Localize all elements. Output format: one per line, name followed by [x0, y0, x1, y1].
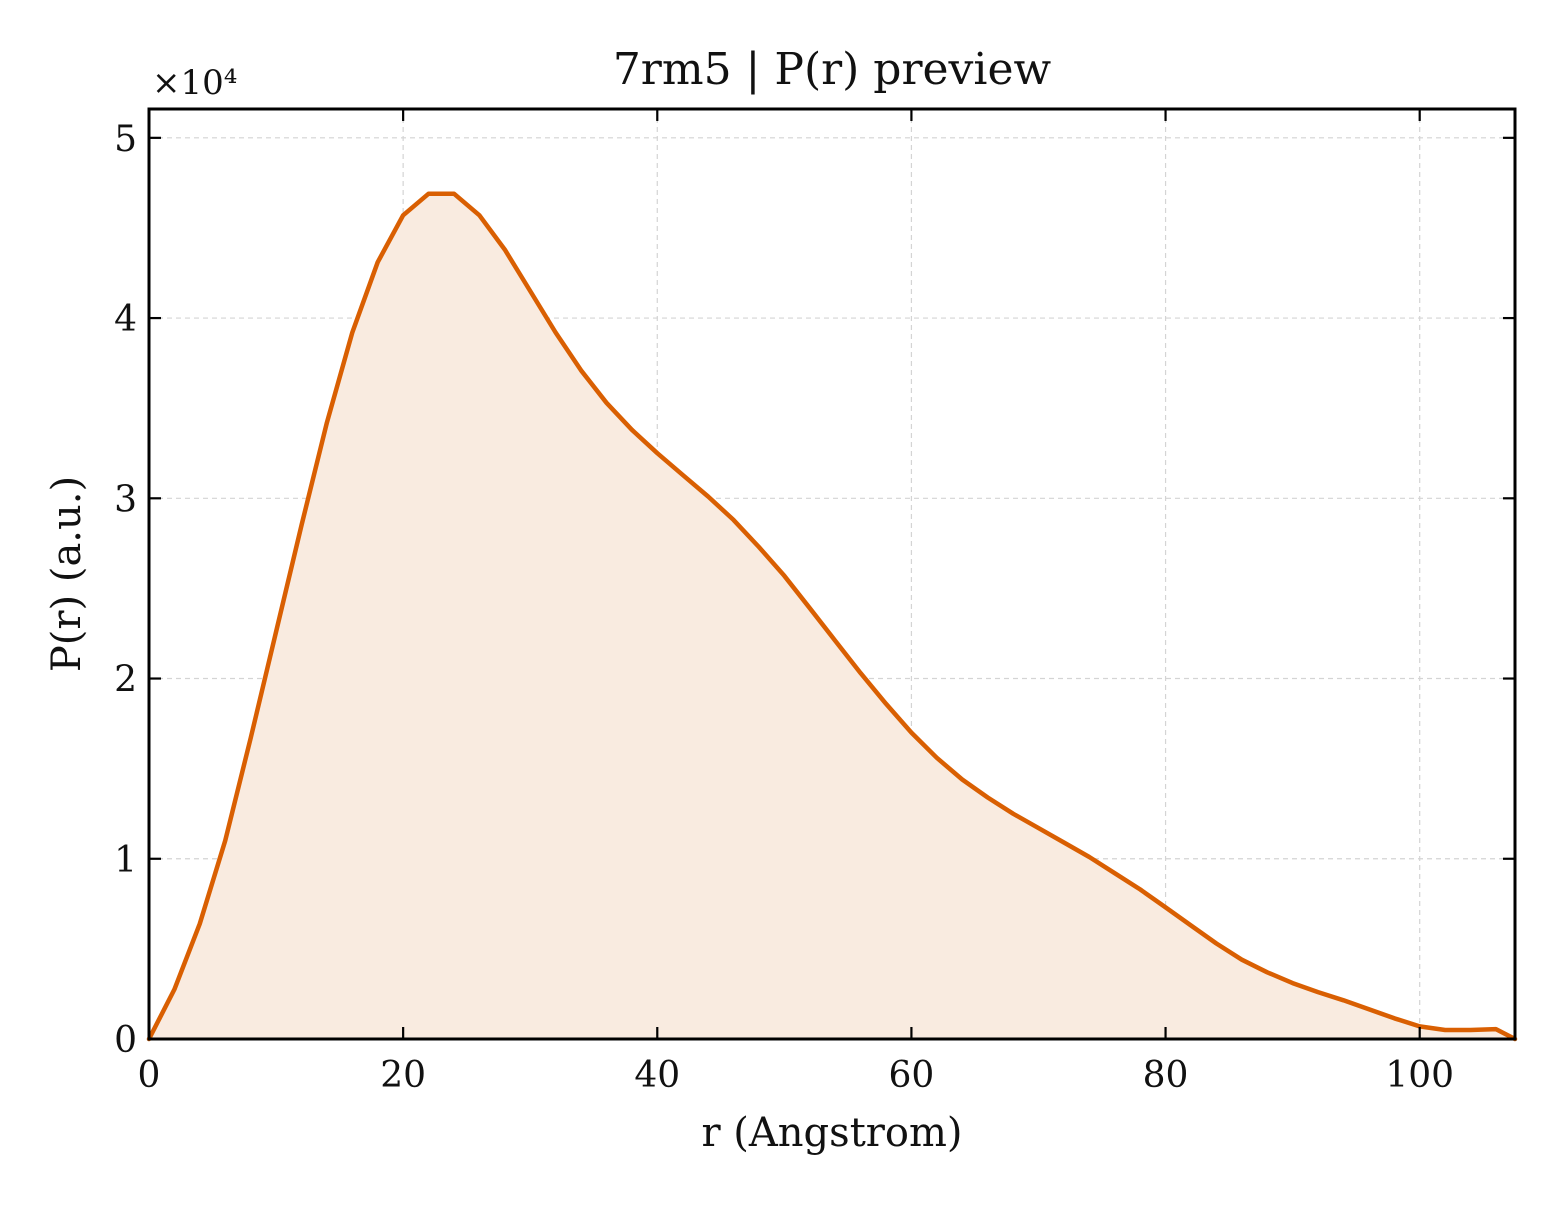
axis-ticks: 0 20 40 60 80 100 0 1 2 3 4 5 — [114, 109, 1515, 1096]
x-axis-label: r (Angstrom) — [701, 1110, 962, 1156]
y-tick-label: 3 — [114, 479, 137, 520]
chart-title: 7rm5 | P(r) preview — [613, 44, 1052, 95]
x-tick-label: 40 — [634, 1055, 680, 1096]
x-tick-label: 80 — [1143, 1055, 1189, 1096]
y-tick-label: 2 — [114, 660, 137, 701]
x-tick-label: 20 — [380, 1055, 426, 1096]
x-tick-label: 60 — [889, 1055, 935, 1096]
x-tick-label: 100 — [1385, 1055, 1454, 1096]
pr-area-fill — [149, 193, 1515, 1039]
y-tick-label: 4 — [114, 299, 137, 340]
y-tick-label: 5 — [114, 119, 137, 160]
y-multiplier-label: ×10⁴ — [152, 63, 237, 103]
x-tick-label: 0 — [138, 1055, 161, 1096]
plot-frame — [147, 107, 1517, 1041]
y-tick-label: 0 — [114, 1020, 137, 1061]
plot-area — [146, 191, 1518, 1042]
pr-curve-line — [146, 191, 1518, 1042]
y-axis-label: P(r) (a.u.) — [44, 476, 90, 672]
y-tick-label: 1 — [114, 840, 137, 881]
